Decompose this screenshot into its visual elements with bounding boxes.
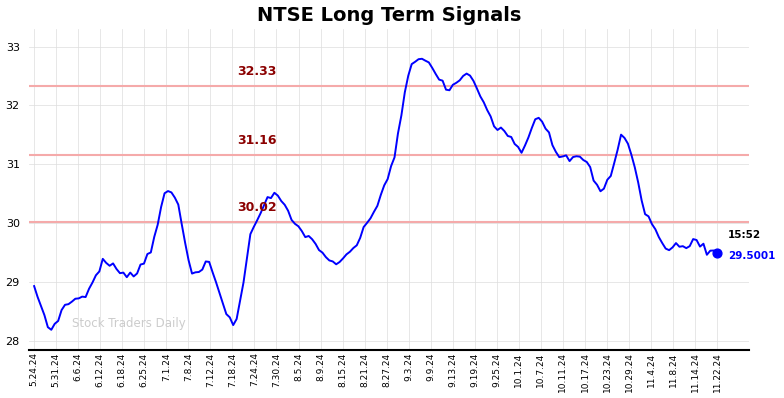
Point bbox=[711, 250, 724, 256]
Title: NTSE Long Term Signals: NTSE Long Term Signals bbox=[256, 6, 521, 25]
Text: 29.5001: 29.5001 bbox=[728, 252, 775, 261]
Text: Stock Traders Daily: Stock Traders Daily bbox=[72, 318, 186, 330]
Text: 30.02: 30.02 bbox=[237, 201, 276, 214]
Text: 32.33: 32.33 bbox=[237, 65, 276, 78]
Text: 15:52: 15:52 bbox=[728, 230, 761, 240]
Text: 31.16: 31.16 bbox=[237, 134, 276, 147]
